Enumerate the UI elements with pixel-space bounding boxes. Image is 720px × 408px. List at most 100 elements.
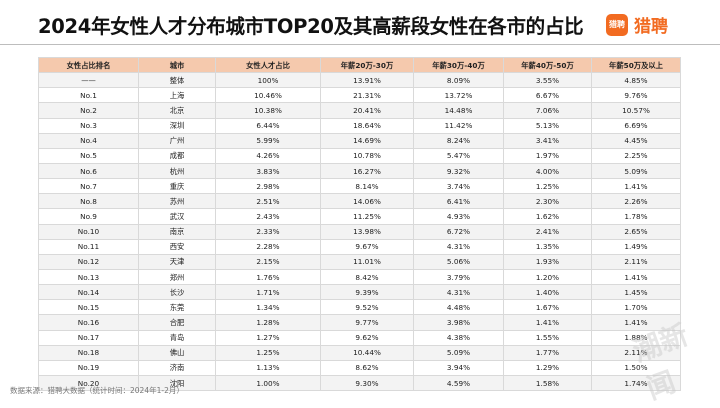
table-cell: 2.30% xyxy=(503,193,592,210)
table-cell: 北京 xyxy=(138,102,216,119)
table-cell: 1.76% xyxy=(215,268,321,286)
table-cell: 3.55% xyxy=(503,72,592,89)
table-header-row: 女性占比排名 城市 女性人才占比 年薪20万-30万 年薪30万-40万 年薪40万-50… xyxy=(38,56,681,74)
table-row: No.1 上海 10.46% 21.31% 13.72% 6.67% 9.76% xyxy=(38,87,681,104)
table-cell: 4.26% xyxy=(215,147,321,164)
table-cell: No.8 xyxy=(38,193,139,210)
table-cell: 8.24% xyxy=(413,132,504,149)
table-cell: 1.70% xyxy=(591,299,681,316)
table-cell: 4.45% xyxy=(591,132,681,149)
table-cell: 1.74% xyxy=(591,374,681,392)
table-cell: 9.39% xyxy=(320,284,414,301)
table-cell: No.2 xyxy=(38,102,139,119)
table-cell: 2.25% xyxy=(591,147,681,164)
table-cell: 3.83% xyxy=(215,162,321,180)
table-cell: 10.57% xyxy=(591,102,681,119)
table-cell: 郑州 xyxy=(138,268,216,286)
table-cell: 1.58% xyxy=(503,374,592,392)
table-cell: 11.01% xyxy=(320,253,414,270)
table-cell: 9.76% xyxy=(591,87,681,104)
table-row: No.20 沈阳 1.00% 9.30% 4.59% 1.58% 1.74% xyxy=(38,374,681,392)
table-cell: No.4 xyxy=(38,132,139,149)
column-header: 年薪40万-50万 xyxy=(503,56,592,74)
table-cell: 上海 xyxy=(138,87,216,104)
table-cell: 1.71% xyxy=(215,284,321,301)
table-cell: 1.45% xyxy=(591,284,681,301)
table-row: No.19 济南 1.13% 8.62% 3.94% 1.29% 1.50% xyxy=(38,359,681,376)
data-source-note: 数据来源：猎聘大数据（统计时间：2024年1-2月） xyxy=(10,386,184,395)
table-row: No.17 青岛 1.27% 9.62% 4.38% 1.55% 1.88% xyxy=(38,329,681,346)
brand-logo: 猎聘 猎聘 xyxy=(606,12,668,37)
table-cell: 整体 xyxy=(138,72,216,89)
table-row: No.9 武汉 2.43% 11.25% 4.93% 1.62% 1.78% xyxy=(38,208,681,225)
table-row: No.14 长沙 1.71% 9.39% 4.31% 1.40% 1.45% xyxy=(38,284,681,301)
table-cell: 9.67% xyxy=(320,238,414,255)
table-cell: 1.49% xyxy=(591,238,681,255)
table-cell: 4.31% xyxy=(413,238,504,255)
table-cell: 9.62% xyxy=(320,329,414,346)
column-header: 年薪20万-30万 xyxy=(320,56,414,74)
table-cell: No.17 xyxy=(38,329,139,346)
table-cell: 3.74% xyxy=(413,178,504,195)
table-cell: 14.06% xyxy=(320,193,414,210)
table-cell: 4.59% xyxy=(413,374,504,392)
table-cell: No.18 xyxy=(38,344,139,361)
table-cell: 1.55% xyxy=(503,329,592,346)
table-cell: 2.28% xyxy=(215,238,321,255)
table-row: No.12 天津 2.15% 11.01% 5.06% 1.93% 2.11% xyxy=(38,253,681,270)
table-cell: 西安 xyxy=(138,238,216,255)
table-cell: 2.15% xyxy=(215,253,321,270)
table-cell: 2.41% xyxy=(503,223,592,240)
table-cell: 1.77% xyxy=(503,344,592,361)
table-cell: 4.00% xyxy=(503,162,592,180)
column-header: 年薪50万及以上 xyxy=(591,56,681,74)
table-cell: 13.91% xyxy=(320,72,414,89)
table-cell: 1.40% xyxy=(503,284,592,301)
table-cell: 1.35% xyxy=(503,238,592,255)
table-cell: No.5 xyxy=(38,147,139,164)
table-cell: 1.29% xyxy=(503,359,592,376)
title-divider xyxy=(0,44,720,45)
table-cell: 1.93% xyxy=(503,253,592,270)
table-cell: 1.41% xyxy=(591,178,681,195)
table-cell: 2.33% xyxy=(215,223,321,240)
table-cell: No.16 xyxy=(38,314,139,331)
table-row: No.6 杭州 3.83% 16.27% 9.32% 4.00% 5.09% xyxy=(38,162,681,180)
table-cell: 4.85% xyxy=(591,72,681,89)
table-cell: 1.41% xyxy=(591,268,681,286)
table-cell: 3.79% xyxy=(413,268,504,286)
table-cell: 9.77% xyxy=(320,314,414,331)
table-cell: 苏州 xyxy=(138,193,216,210)
table-cell: 10.38% xyxy=(215,102,321,119)
table-cell: 1.00% xyxy=(215,374,321,392)
table-cell: 4.31% xyxy=(413,284,504,301)
table-cell: 14.69% xyxy=(320,132,414,149)
table-cell: 1.34% xyxy=(215,299,321,316)
table-cell: 5.09% xyxy=(413,344,504,361)
table-cell: —— xyxy=(38,72,139,89)
table-row: —— 整体 100% 13.91% 8.09% 3.55% 4.85% xyxy=(38,72,681,89)
column-header: 城市 xyxy=(138,56,216,74)
table-cell: No.1 xyxy=(38,87,139,104)
logo-text: 猎聘 xyxy=(634,17,668,37)
table-cell: 11.25% xyxy=(320,208,414,225)
table-cell: 5.06% xyxy=(413,253,504,270)
table-cell: 8.14% xyxy=(320,178,414,195)
table-row: No.2 北京 10.38% 20.41% 14.48% 7.06% 10.57% xyxy=(38,102,681,119)
table-cell: 13.72% xyxy=(413,87,504,104)
table-row: No.18 佛山 1.25% 10.44% 5.09% 1.77% 2.11% xyxy=(38,344,681,361)
table-cell: 沈阳 xyxy=(138,374,216,392)
table-cell: 1.25% xyxy=(503,178,592,195)
table-cell: 长沙 xyxy=(138,284,216,301)
table-cell: 10.46% xyxy=(215,87,321,104)
table-cell: 3.98% xyxy=(413,314,504,331)
table-cell: 5.09% xyxy=(591,162,681,180)
table-row: No.15 东莞 1.34% 9.52% 4.48% 1.67% 1.70% xyxy=(38,299,681,316)
table-body: —— 整体 100% 13.91% 8.09% 3.55% 4.85% No.1 上海 10.46… xyxy=(38,72,681,392)
logo-icon: 猎聘 xyxy=(606,13,628,36)
table-cell: 5.99% xyxy=(215,132,321,149)
table-cell: 9.32% xyxy=(413,162,504,180)
table-cell: 5.13% xyxy=(503,117,592,134)
table-cell: 1.62% xyxy=(503,208,592,225)
table-row: No.13 郑州 1.76% 8.42% 3.79% 1.20% 1.41% xyxy=(38,268,681,286)
